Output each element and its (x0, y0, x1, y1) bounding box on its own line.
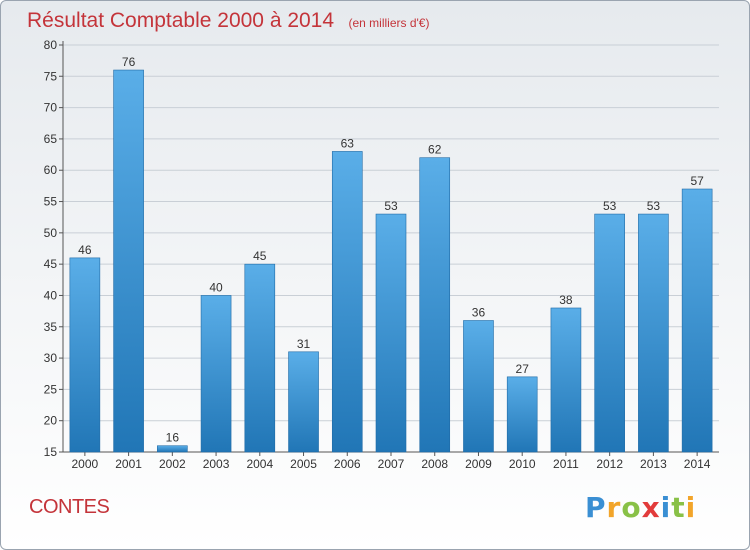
bar-2011 (550, 307, 582, 453)
data-labels: 46 76 16 40 45 31 63 53 62 36 27 38 53 53 57 (78, 55, 704, 445)
value-label-2000: 46 (78, 243, 92, 257)
y-tick-label: 20 (44, 414, 58, 428)
bar-2010 (506, 376, 538, 453)
y-tick-label: 55 (44, 195, 58, 209)
value-label-2004: 45 (253, 249, 267, 263)
x-tick-label-2011: 2011 (553, 457, 579, 471)
value-label-2003: 40 (209, 280, 223, 294)
x-tick-label-2010: 2010 (509, 457, 536, 471)
y-tick-label: 70 (44, 101, 58, 115)
logo-letter: o (621, 491, 642, 524)
value-label-2006: 63 (341, 136, 355, 150)
x-tick-label-2014: 2014 (684, 457, 711, 471)
y-tick-label: 75 (44, 69, 58, 83)
x-tick-label-2012: 2012 (596, 457, 623, 471)
bar-2012 (594, 213, 625, 453)
logo-letter: r (606, 491, 622, 524)
value-label-2012: 53 (603, 199, 617, 213)
bar-2009 (463, 320, 494, 453)
value-label-2005: 31 (297, 337, 311, 351)
bar-2013 (638, 213, 669, 453)
x-tick-label-2007: 2007 (378, 457, 405, 471)
value-label-2014: 57 (690, 174, 704, 188)
commune-name: CONTES (29, 496, 110, 518)
logo-letter: i (660, 491, 672, 524)
x-tick-label-2001: 2001 (115, 457, 142, 471)
value-label-2008: 62 (428, 143, 442, 157)
chart-title: Résultat Comptable 2000 à 2014 (en milli… (27, 9, 429, 33)
y-tick-label: 40 (44, 288, 58, 302)
bar-2008 (419, 157, 451, 453)
y-tick-label: 15 (44, 445, 58, 459)
y-tick-label: 30 (44, 351, 58, 365)
value-label-2013: 53 (647, 199, 661, 213)
value-label-2010: 27 (516, 362, 530, 376)
title-text: Résultat Comptable 2000 à 2014 (27, 9, 335, 32)
bar-2006 (331, 151, 363, 453)
value-label-2002: 16 (166, 431, 180, 445)
x-tick-label-2008: 2008 (421, 457, 448, 471)
bar-2007 (375, 213, 407, 453)
value-label-2001: 76 (122, 55, 136, 69)
x-tick-label-2006: 2006 (334, 457, 361, 471)
bar-2002 (157, 445, 188, 453)
bar-2014 (681, 188, 713, 453)
bars (69, 69, 713, 453)
value-label-2011: 38 (559, 293, 573, 307)
value-label-2009: 36 (472, 306, 486, 320)
logo-letter: t (671, 491, 686, 524)
y-tick-label: 80 (44, 38, 58, 52)
logo-letter: x (641, 491, 661, 524)
y-tick-label: 35 (44, 320, 58, 334)
y-tick-label: 50 (44, 226, 58, 240)
y-tick-label: 45 (44, 257, 58, 271)
subtitle-text: (en milliers d'€) (348, 16, 430, 30)
bar-2004 (244, 263, 276, 453)
proxiti-logo[interactable]: Proxiti (585, 491, 696, 524)
y-tick-label: 65 (44, 132, 58, 146)
bar-2003 (200, 295, 232, 453)
logo-letter: i (685, 491, 697, 524)
x-tick-label-2013: 2013 (640, 457, 667, 471)
bar-2001 (113, 69, 144, 453)
x-tick-label-2003: 2003 (203, 457, 230, 471)
bar-2000 (69, 257, 101, 453)
x-tick-label-2002: 2002 (159, 457, 186, 471)
x-tick-label-2000: 2000 (72, 457, 99, 471)
y-tick-label: 60 (44, 163, 58, 177)
x-tick-label-2009: 2009 (465, 457, 492, 471)
value-label-2007: 53 (384, 199, 398, 213)
bar-2005 (288, 351, 319, 453)
y-tick-label: 25 (44, 382, 58, 396)
logo-letter: P (585, 491, 607, 524)
x-tick-label-2005: 2005 (290, 457, 317, 471)
x-tick-label-2004: 2004 (246, 457, 273, 471)
